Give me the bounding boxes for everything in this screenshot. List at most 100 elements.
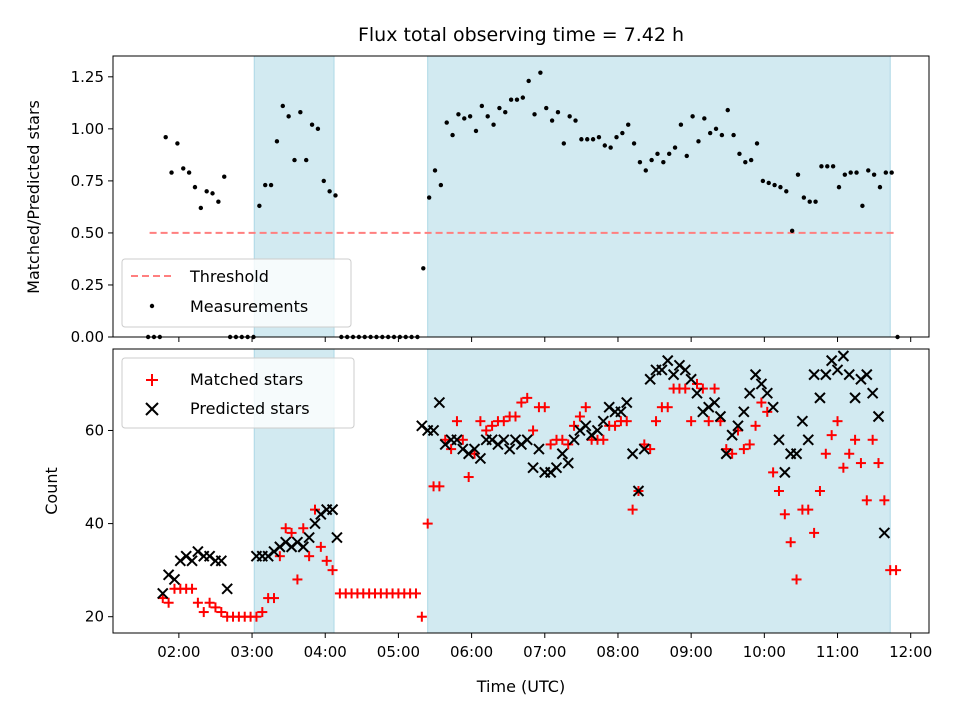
top-y-axis-label: Matched/Predicted stars <box>24 100 43 294</box>
y-tick-label: 0.50 <box>71 224 104 242</box>
measurement-point <box>479 103 485 109</box>
predicted-marker-b <box>790 448 803 460</box>
predicted-marker-b <box>591 424 604 437</box>
predicted-marker-b <box>503 443 516 455</box>
matched-star-point <box>416 611 427 622</box>
matched-star-point <box>791 574 802 585</box>
predicted-star-point <box>667 368 680 381</box>
measurement-point <box>702 116 707 121</box>
measurement-point <box>678 122 684 127</box>
predicted-marker-b <box>309 517 321 530</box>
bottom-legend: Matched stars Predicted stars <box>121 357 355 429</box>
top-y-ticks: 0.00 0.25 0.50 0.75 1.00 1.25 <box>71 68 113 346</box>
matched-star-point <box>879 495 890 506</box>
predicted-marker-b <box>820 368 832 381</box>
predicted-marker-b <box>679 364 692 376</box>
legend-measurements-swatch <box>149 303 155 309</box>
predicted-star-point <box>168 573 181 586</box>
predicted-marker-b <box>825 354 838 367</box>
bottom-observing-windows <box>253 348 891 634</box>
measurement-point <box>549 118 555 123</box>
measurement-point <box>866 168 871 173</box>
measurement-point <box>784 189 789 194</box>
matched-star-point <box>434 481 445 492</box>
y-tick-label: 60 <box>85 421 104 439</box>
measurement-point <box>321 178 326 184</box>
measurement-point <box>426 195 432 200</box>
predicted-marker-b <box>331 531 343 544</box>
matched-star-point <box>251 611 262 622</box>
legend-matched-label: Matched stars <box>190 370 303 389</box>
matched-star-point <box>563 439 574 450</box>
predicted-marker-b <box>644 373 656 385</box>
bottom-axes-frame <box>112 348 930 634</box>
matched-star-point <box>645 444 656 455</box>
predicted-marker-b <box>802 434 814 446</box>
measurement-point <box>567 114 572 119</box>
predicted-marker-b <box>691 387 703 399</box>
predicted-marker-b <box>726 429 738 441</box>
predicted-star-point <box>451 434 463 446</box>
matched-star-point <box>315 541 326 552</box>
predicted-star-point <box>615 406 627 418</box>
predicted-marker-b <box>291 536 304 548</box>
measurement-point <box>655 151 660 157</box>
measurement-point <box>860 203 865 209</box>
predicted-marker-b <box>303 531 315 544</box>
y-tick-label: 40 <box>85 515 104 533</box>
measurement-point <box>877 184 883 190</box>
predicted-star-point <box>468 443 481 455</box>
measurement-point <box>690 114 695 119</box>
predicted-marker-b <box>638 443 651 455</box>
predicted-marker-b <box>162 569 175 581</box>
measurement-point <box>889 170 894 175</box>
predicted-star-point <box>297 541 309 553</box>
matched-star-point <box>321 555 332 566</box>
measurement-point <box>825 164 830 169</box>
measurement-point <box>286 114 291 119</box>
measurement-point <box>555 110 561 115</box>
predicted-star-point <box>474 452 487 465</box>
measurement-point <box>608 145 613 150</box>
measurement-point <box>473 128 479 134</box>
predicted-star-point <box>656 364 668 376</box>
measurement-point <box>842 172 848 177</box>
measurement-point <box>210 191 215 196</box>
observing-window <box>427 348 891 634</box>
measurement-point <box>514 97 520 102</box>
predicted-marker-b <box>843 368 855 381</box>
predicted-marker-b <box>615 406 627 418</box>
matched-star-point <box>487 420 498 431</box>
predicted-marker-b <box>749 368 762 381</box>
measurement-point <box>444 120 449 125</box>
predicted-star-point <box>157 587 169 600</box>
predicted-marker-b <box>662 354 674 367</box>
matched-star-point <box>697 383 708 394</box>
measurement-point <box>169 170 174 175</box>
predicted-star-point <box>498 434 510 446</box>
measurement-point <box>795 172 801 177</box>
predicted-marker-b <box>626 448 639 460</box>
predicted-marker-b <box>849 392 861 404</box>
predicted-marker-b <box>779 466 791 479</box>
measurement-point <box>637 159 643 165</box>
measurement-point <box>315 126 321 132</box>
predicted-star-point <box>749 368 762 381</box>
observing-window <box>427 55 891 338</box>
matched-star-point <box>850 434 861 445</box>
matched-star-point <box>280 523 291 534</box>
top-legend: Threshold Measurements <box>121 258 352 328</box>
matched-star-point <box>820 448 831 459</box>
matched-star-point <box>457 434 468 445</box>
predicted-marker-b <box>861 368 873 381</box>
predicted-marker-b <box>773 434 785 446</box>
predicted-star-point <box>597 415 610 427</box>
predicted-star-point <box>621 396 633 409</box>
measurement-point <box>766 180 771 186</box>
predicted-star-point <box>755 378 768 390</box>
matched-star-point <box>274 551 285 562</box>
x-axis-label: Time (UTC) <box>476 677 565 696</box>
matched-star-point <box>621 416 632 427</box>
predicted-marker-b <box>297 541 309 553</box>
